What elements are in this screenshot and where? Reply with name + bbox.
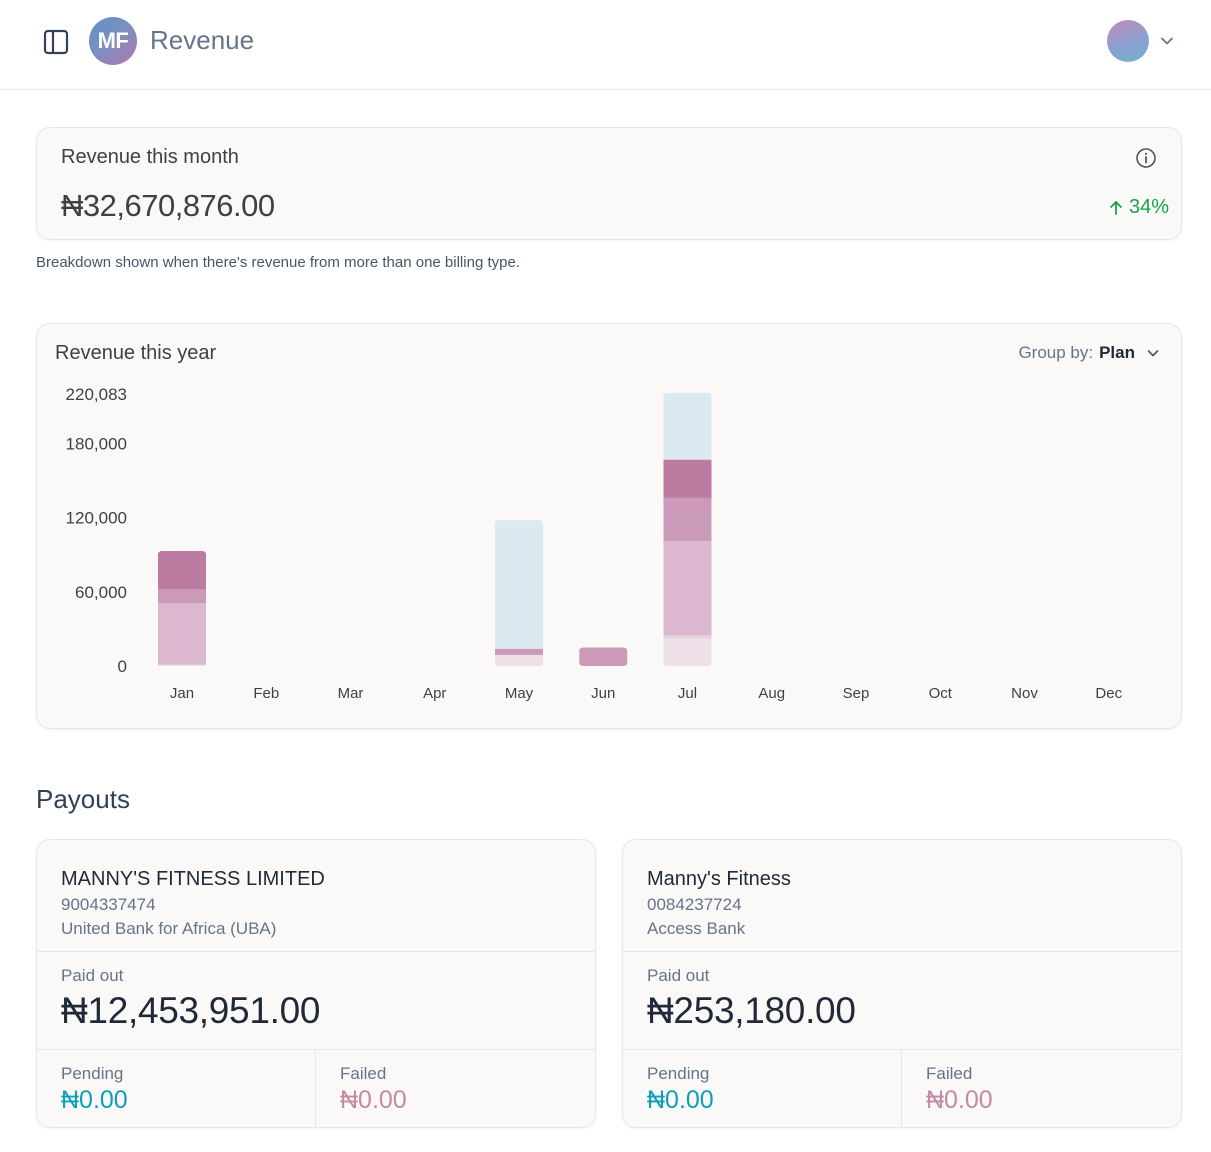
paid-out-value: ₦12,453,951.00 (61, 990, 321, 1031)
bar-segment-may[interactable] (495, 654, 543, 666)
bar-segment-jul[interactable] (663, 541, 712, 636)
paid-out-value: ₦253,180.00 (647, 990, 856, 1031)
x-tick-label: Apr (423, 685, 446, 702)
x-tick-label: Feb (253, 685, 279, 702)
revenue-month-value: ₦32,670,876.00 (61, 188, 275, 223)
x-tick-label: Mar (338, 685, 364, 702)
breakdown-note: Breakdown shown when there's revenue fro… (36, 254, 520, 271)
y-tick-label: 0 (118, 657, 127, 676)
arrow-up-icon (1110, 200, 1122, 215)
pending-cell: Pending ₦0.00 (623, 1050, 902, 1127)
bar-segment-jan[interactable] (158, 589, 206, 603)
bar-segment-jul[interactable] (663, 459, 712, 498)
account-number: 9004337474 (61, 895, 156, 914)
pending-value: ₦0.00 (61, 1086, 128, 1114)
failed-cell: Failed ₦0.00 (902, 1050, 1181, 1127)
payout-account-card: MANNY'S FITNESS LIMITED 9004337474 Unite… (36, 839, 596, 1128)
revenue-year-chart: 0 60,000 120,000 180,000 220,083 Jan Feb Mar Apr… (66, 385, 1123, 702)
paid-out-label: Paid out (61, 966, 124, 985)
pending-label: Pending (61, 1064, 124, 1083)
sidebar-toggle-icon[interactable] (42, 28, 70, 56)
y-tick-label: 120,000 (66, 509, 127, 528)
account-number: 0084237724 (647, 895, 742, 914)
y-tick-label: 60,000 (75, 583, 127, 602)
x-tick-label: Sep (843, 685, 870, 702)
x-tick-label: Aug (758, 685, 785, 702)
bar-segment-jan[interactable] (158, 602, 206, 665)
group-by-value: Plan (1099, 343, 1135, 362)
pending-label: Pending (647, 1064, 710, 1083)
bank-name: Access Bank (647, 919, 746, 938)
x-tick-label: Dec (1095, 685, 1122, 702)
revenue-this-year-card: Revenue this year Group by: Plan 0 60,000… (36, 323, 1182, 729)
bar-segment-jun[interactable] (579, 647, 628, 666)
paid-out-label: Paid out (647, 966, 710, 985)
x-tick-label: Jun (591, 685, 615, 702)
x-tick-label: Jan (170, 685, 194, 702)
bar-segment-jul[interactable] (663, 635, 712, 639)
top-bar: MF Revenue (0, 0, 1211, 90)
x-tick-label: Oct (929, 685, 953, 702)
bar-segment-jan[interactable] (158, 664, 206, 666)
bar-segment-jul[interactable] (663, 392, 712, 460)
pending-value: ₦0.00 (647, 1086, 714, 1114)
x-tick-label: May (505, 685, 534, 702)
bar-segment-jul[interactable] (663, 638, 712, 666)
payouts-title: Payouts (36, 784, 130, 814)
bar-segment-may[interactable] (495, 520, 543, 649)
bar-segment-jul[interactable] (663, 497, 712, 542)
revenue-year-title: Revenue this year (55, 342, 217, 364)
payout-account-header: Manny's Fitness 0084237724 Access Bank (623, 840, 1181, 952)
payout-account-header: MANNY'S FITNESS LIMITED 9004337474 Unite… (37, 840, 595, 952)
group-by-dropdown[interactable]: Group by: Plan (1018, 343, 1161, 363)
pending-cell: Pending ₦0.00 (37, 1050, 316, 1127)
failed-value: ₦0.00 (340, 1086, 407, 1114)
failed-cell: Failed ₦0.00 (316, 1050, 595, 1127)
page-title: Revenue (150, 25, 255, 55)
payout-account-card: Manny's Fitness 0084237724 Access Bank P… (622, 839, 1182, 1128)
growth-percent: 34% (1128, 196, 1169, 218)
growth-indicator: 34% (1107, 196, 1169, 219)
group-by-label: Group by: (1018, 343, 1094, 362)
chevron-down-icon (1147, 350, 1159, 357)
payout-status-row: Pending ₦0.00 Failed ₦0.00 (37, 1050, 595, 1127)
y-tick-label: 220,083 (66, 385, 127, 404)
info-icon[interactable] (1135, 147, 1157, 169)
bank-name: United Bank for Africa (UBA) (61, 919, 277, 938)
organization-logo[interactable]: MF (89, 17, 137, 65)
revenue-this-month-card: Revenue this month ₦32,670,876.00 34% (36, 127, 1182, 240)
x-tick-label: Jul (678, 685, 697, 702)
user-avatar[interactable] (1107, 20, 1149, 62)
y-tick-label: 180,000 (66, 435, 127, 454)
chevron-down-icon[interactable] (1158, 32, 1176, 50)
paid-out-section: Paid out ₦12,453,951.00 (37, 952, 595, 1050)
bar-segment-jan[interactable] (158, 551, 206, 590)
failed-label: Failed (926, 1064, 973, 1083)
revenue-month-label: Revenue this month (61, 146, 239, 168)
payout-status-row: Pending ₦0.00 Failed ₦0.00 (623, 1050, 1181, 1127)
failed-label: Failed (340, 1064, 387, 1083)
paid-out-section: Paid out ₦253,180.00 (623, 952, 1181, 1050)
failed-value: ₦0.00 (926, 1086, 993, 1114)
x-tick-label: Nov (1011, 685, 1038, 702)
account-name: Manny's Fitness (647, 868, 791, 890)
account-name: MANNY'S FITNESS LIMITED (61, 868, 325, 890)
bar-segment-may[interactable] (495, 648, 543, 655)
